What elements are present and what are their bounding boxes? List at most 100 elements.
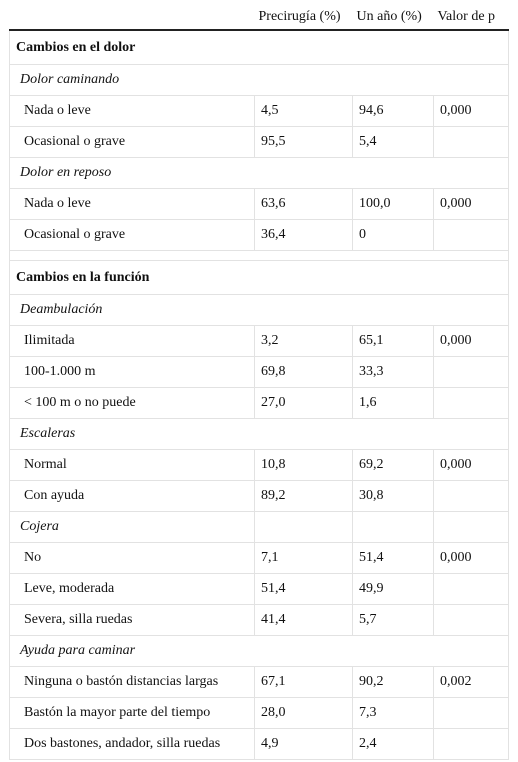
value-precirugia: 4,9 — [254, 728, 353, 760]
value-p: 0,002 — [433, 666, 509, 698]
table-row: Bastón la mayor parte del tiempo 28,0 7,3 — [9, 697, 509, 729]
row-label: Ocasional o grave — [9, 219, 255, 251]
table-row: Normal 10,8 69,2 0,000 — [9, 449, 509, 481]
value-p — [433, 387, 509, 419]
subsection-row: Dolor caminando — [9, 64, 509, 96]
empty-cell — [352, 511, 434, 543]
value-precirugia: 36,4 — [254, 219, 353, 251]
value-p: 0,000 — [433, 188, 509, 220]
results-table: Precirugía (%) Un año (%) Valor de p Cam… — [9, 6, 509, 760]
subsection-title: Ayuda para caminar — [9, 635, 509, 667]
value-un-ano: 33,3 — [352, 356, 434, 388]
value-precirugia: 51,4 — [254, 573, 353, 605]
row-label: Ninguna o bastón distancias largas — [9, 666, 255, 698]
row-label: Dos bastones, andador, silla ruedas — [9, 728, 255, 760]
header-valor-p: Valor de p — [433, 6, 509, 31]
value-un-ano: 30,8 — [352, 480, 434, 512]
subsection-title: Escaleras — [9, 418, 509, 450]
value-precirugia: 67,1 — [254, 666, 353, 698]
section-title: Cambios en el dolor — [9, 29, 509, 65]
header-precirugia: Precirugía (%) — [254, 6, 353, 31]
table-row: < 100 m o no puede 27,0 1,6 — [9, 387, 509, 419]
value-p — [433, 219, 509, 251]
subsection-row: Deambulación — [9, 294, 509, 326]
table-row: Ocasional o grave 95,5 5,4 — [9, 126, 509, 158]
subsection-title: Cojera — [9, 511, 255, 543]
spacer-cell — [9, 250, 509, 261]
value-p — [433, 697, 509, 729]
table-row: No 7,1 51,4 0,000 — [9, 542, 509, 574]
value-un-ano: 7,3 — [352, 697, 434, 729]
header-un-ano: Un año (%) — [352, 6, 434, 31]
table-row: Ilimitada 3,2 65,1 0,000 — [9, 325, 509, 357]
value-p — [433, 604, 509, 636]
subsection-title: Deambulación — [9, 294, 509, 326]
subsection-title: Dolor caminando — [9, 64, 509, 96]
row-label: < 100 m o no puede — [9, 387, 255, 419]
value-un-ano: 5,7 — [352, 604, 434, 636]
value-p — [433, 356, 509, 388]
value-precirugia: 27,0 — [254, 387, 353, 419]
table-row: Nada o leve 63,6 100,0 0,000 — [9, 188, 509, 220]
value-precirugia: 7,1 — [254, 542, 353, 574]
table-header: Precirugía (%) Un año (%) Valor de p — [9, 6, 509, 31]
row-label: Ilimitada — [9, 325, 255, 357]
value-p — [433, 480, 509, 512]
section-row: Cambios en el dolor — [9, 29, 509, 65]
table-row: Con ayuda 89,2 30,8 — [9, 480, 509, 512]
value-precirugia: 41,4 — [254, 604, 353, 636]
value-un-ano: 49,9 — [352, 573, 434, 605]
row-label: Con ayuda — [9, 480, 255, 512]
spacer-row — [9, 250, 509, 261]
row-label: Leve, moderada — [9, 573, 255, 605]
value-precirugia: 4,5 — [254, 95, 353, 127]
row-label: Nada o leve — [9, 95, 255, 127]
table-row: Dos bastones, andador, silla ruedas 4,9 2,… — [9, 728, 509, 760]
value-un-ano: 1,6 — [352, 387, 434, 419]
subsection-row: Dolor en reposo — [9, 157, 509, 189]
table-row: Leve, moderada 51,4 49,9 — [9, 573, 509, 605]
value-p — [433, 126, 509, 158]
subsection-row: Ayuda para caminar — [9, 635, 509, 667]
value-precirugia: 10,8 — [254, 449, 353, 481]
table-row: 100-1.000 m 69,8 33,3 — [9, 356, 509, 388]
section-row: Cambios en la función — [9, 260, 509, 295]
row-label: Severa, silla ruedas — [9, 604, 255, 636]
row-label: Nada o leve — [9, 188, 255, 220]
subsection-title: Dolor en reposo — [9, 157, 509, 189]
value-un-ano: 5,4 — [352, 126, 434, 158]
value-un-ano: 51,4 — [352, 542, 434, 574]
subsection-row: Cojera — [9, 511, 509, 543]
value-p: 0,000 — [433, 325, 509, 357]
empty-cell — [433, 511, 509, 543]
value-p: 0,000 — [433, 95, 509, 127]
row-label: Ocasional o grave — [9, 126, 255, 158]
value-precirugia: 95,5 — [254, 126, 353, 158]
table-row: Ocasional o grave 36,4 0 — [9, 219, 509, 251]
table-row: Severa, silla ruedas 41,4 5,7 — [9, 604, 509, 636]
table-row: Nada o leve 4,5 94,6 0,000 — [9, 95, 509, 127]
value-p — [433, 573, 509, 605]
value-un-ano: 2,4 — [352, 728, 434, 760]
value-un-ano: 94,6 — [352, 95, 434, 127]
row-label: No — [9, 542, 255, 574]
table-body: Cambios en el dolor Dolor caminando Nada o… — [9, 29, 509, 760]
section-title: Cambios en la función — [9, 260, 509, 295]
empty-cell — [254, 511, 353, 543]
row-label: 100-1.000 m — [9, 356, 255, 388]
table-row: Ninguna o bastón distancias largas 67,1 90… — [9, 666, 509, 698]
value-un-ano: 90,2 — [352, 666, 434, 698]
subsection-row: Escaleras — [9, 418, 509, 450]
value-precirugia: 89,2 — [254, 480, 353, 512]
value-un-ano: 69,2 — [352, 449, 434, 481]
value-un-ano: 100,0 — [352, 188, 434, 220]
value-p — [433, 728, 509, 760]
value-precirugia: 63,6 — [254, 188, 353, 220]
value-precirugia: 69,8 — [254, 356, 353, 388]
value-un-ano: 0 — [352, 219, 434, 251]
value-p: 0,000 — [433, 542, 509, 574]
value-un-ano: 65,1 — [352, 325, 434, 357]
value-p: 0,000 — [433, 449, 509, 481]
value-precirugia: 28,0 — [254, 697, 353, 729]
header-blank — [9, 6, 255, 31]
